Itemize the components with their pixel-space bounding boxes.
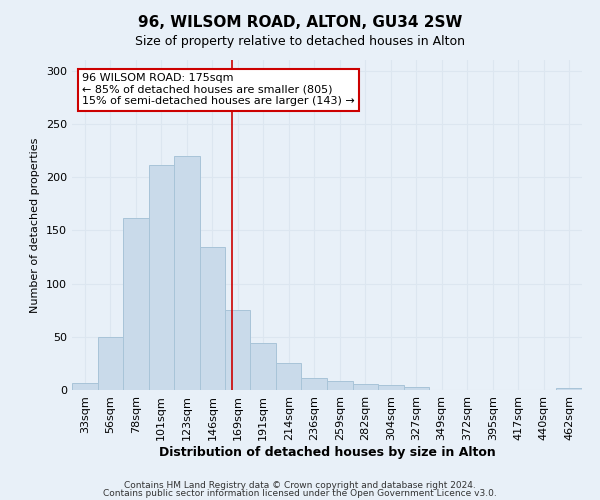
Bar	[200, 248, 226, 390]
Y-axis label: Number of detached properties: Number of detached properties	[31, 138, 40, 312]
Bar	[404, 387, 428, 390]
X-axis label: Distribution of detached houses by size in Alton: Distribution of detached houses by size …	[158, 446, 496, 458]
Text: Contains public sector information licensed under the Open Government Licence v3: Contains public sector information licen…	[103, 489, 497, 498]
Bar	[556, 388, 582, 390]
Bar	[123, 218, 149, 390]
Bar	[98, 337, 123, 390]
Bar	[250, 343, 276, 390]
Text: Contains HM Land Registry data © Crown copyright and database right 2024.: Contains HM Land Registry data © Crown c…	[124, 480, 476, 490]
Bar	[301, 378, 327, 390]
Text: Size of property relative to detached houses in Alton: Size of property relative to detached ho…	[135, 35, 465, 48]
Text: 96, WILSOM ROAD, ALTON, GU34 2SW: 96, WILSOM ROAD, ALTON, GU34 2SW	[138, 15, 462, 30]
Text: 96 WILSOM ROAD: 175sqm
← 85% of detached houses are smaller (805)
15% of semi-de: 96 WILSOM ROAD: 175sqm ← 85% of detached…	[82, 73, 355, 106]
Bar	[149, 166, 173, 390]
Bar	[276, 364, 301, 390]
Bar	[378, 384, 404, 390]
Bar	[353, 384, 378, 390]
Bar	[327, 382, 353, 390]
Bar	[173, 156, 199, 390]
Bar	[226, 310, 250, 390]
Bar	[72, 382, 98, 390]
